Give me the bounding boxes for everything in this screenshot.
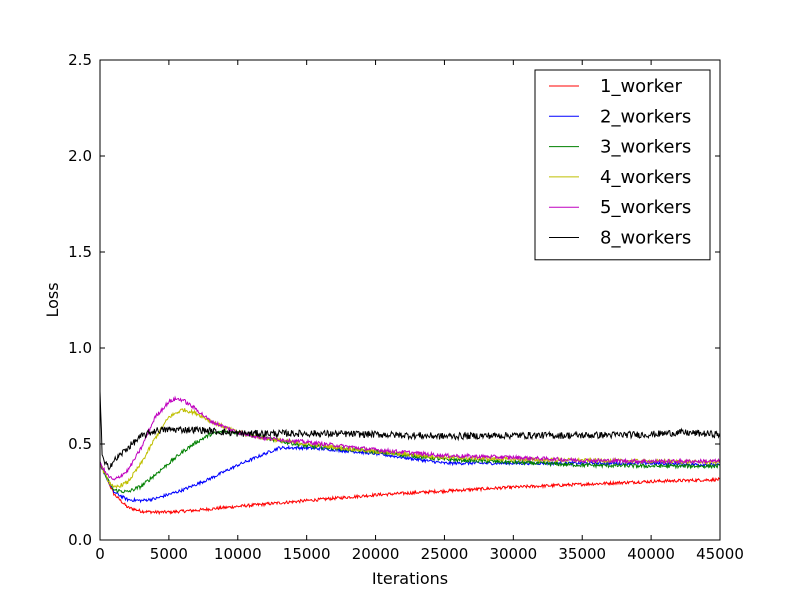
x-tick-label: 15000 xyxy=(283,545,331,563)
legend-label: 3_workers xyxy=(600,137,691,158)
legend-label: 2_workers xyxy=(600,106,691,127)
plot-frame xyxy=(99,59,721,541)
legend: 1_worker 2_workers 3_workers 4_workers 5_wor… xyxy=(534,69,711,261)
series-line-2-workers xyxy=(100,444,720,504)
legend-label: 1_worker xyxy=(600,76,682,97)
series-line-4-workers xyxy=(100,408,720,489)
x-tick-label: 45000 xyxy=(696,545,744,563)
x-tick-label: 35000 xyxy=(558,545,606,563)
x-tick-label: 5000 xyxy=(150,545,188,563)
series-line-1-worker xyxy=(100,462,720,516)
series-line-8-workers xyxy=(100,391,720,471)
ticks-layer: 0 5000 10000 15000 20000 25000 30000 35000 40000… xyxy=(68,51,744,563)
x-tick-label: 20000 xyxy=(352,545,400,563)
y-tick-label: 2.0 xyxy=(68,147,92,165)
x-axis-label: Iterations xyxy=(372,569,448,588)
legend-box xyxy=(534,69,711,261)
legend-label: 5_workers xyxy=(600,197,691,218)
y-tick-label: 1.0 xyxy=(68,339,92,357)
x-tick-label: 30000 xyxy=(489,545,537,563)
x-tick-label: 0 xyxy=(95,545,105,563)
legend-label: 8_workers xyxy=(600,228,691,249)
series-layer xyxy=(100,391,720,516)
y-tick-label: 1.5 xyxy=(68,243,92,261)
x-tick-label: 10000 xyxy=(214,545,262,563)
y-tick-label: 0.0 xyxy=(68,531,92,549)
y-axis-label: Loss xyxy=(43,282,62,317)
x-tick-label: 25000 xyxy=(421,545,469,563)
y-tick-label: 0.5 xyxy=(68,435,92,453)
legend-label: 4_workers xyxy=(600,167,691,188)
y-tick-label: 2.5 xyxy=(68,51,92,69)
series-line-5-workers xyxy=(100,395,720,481)
x-tick-label: 40000 xyxy=(627,545,675,563)
